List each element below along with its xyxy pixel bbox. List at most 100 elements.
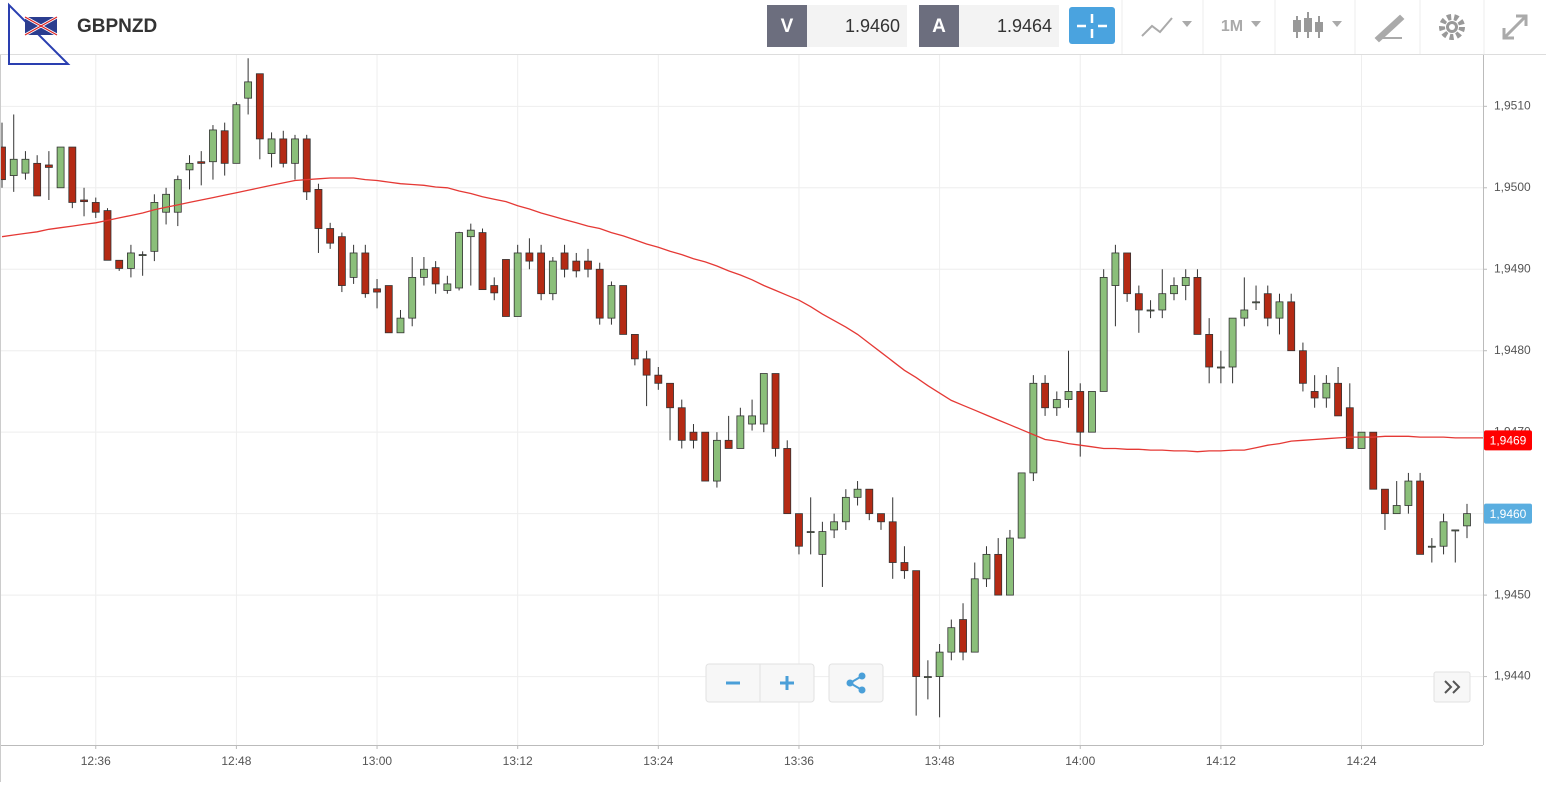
candle-body (185, 162, 194, 171)
candle-body (455, 232, 463, 289)
ask-value: 1.9464 (997, 16, 1052, 36)
candle-body (1052, 399, 1061, 409)
candle-body (713, 439, 721, 482)
candle-body (490, 285, 499, 294)
candle-body (1017, 472, 1026, 539)
candle-body (337, 236, 346, 286)
ask-badge (919, 5, 959, 47)
candle-body (1334, 382, 1342, 417)
candle-body (326, 228, 335, 244)
candle-body (724, 439, 733, 449)
symbol: GBPNZD (77, 16, 157, 37)
draw-icon[interactable] (1374, 14, 1405, 43)
candle-body (1252, 301, 1260, 304)
candle-body (478, 232, 487, 291)
settings-icon[interactable] (1439, 14, 1465, 40)
candle-body (630, 334, 639, 360)
candle-body (900, 562, 909, 572)
candle-body (1287, 301, 1296, 352)
candle-body (349, 252, 358, 278)
candle-body (1416, 480, 1425, 555)
candle-body (314, 189, 323, 229)
candle-body (677, 407, 686, 441)
scroll-end-icon (1444, 680, 1461, 694)
candle-body (197, 161, 206, 164)
chart-type-icon[interactable] (1141, 17, 1173, 37)
candle-body (572, 260, 581, 272)
y-tick-label: 1,9480 (1494, 343, 1531, 357)
y-tick-label: 1,9450 (1494, 587, 1531, 601)
candle-body (1369, 431, 1378, 490)
candle-body (525, 252, 534, 262)
y-tick-label: 1,9510 (1494, 98, 1531, 112)
dropdown-arrow (1182, 21, 1192, 27)
x-tick-label: 12:36 (81, 754, 111, 768)
candle-body (619, 285, 628, 335)
candle-body (783, 448, 792, 515)
candle-body (830, 521, 839, 531)
price-label: 1,9469 (1490, 433, 1527, 447)
candle-body (466, 229, 475, 238)
crosshair-button[interactable] (1069, 7, 1115, 44)
candle-body (9, 158, 18, 176)
candle-body (1146, 309, 1155, 312)
share-button[interactable] (828, 663, 884, 703)
candle-body (1357, 431, 1366, 449)
candle-body (877, 513, 885, 523)
candle-body (255, 73, 264, 140)
candle-body (1158, 293, 1167, 311)
timeframe[interactable]: 1M (1221, 18, 1243, 35)
candle-body (420, 268, 428, 278)
candle-body (0, 146, 6, 181)
candle-body (1240, 309, 1249, 319)
zoom-in[interactable] (780, 676, 794, 690)
fullscreen-icon[interactable] (1502, 14, 1528, 40)
bid-box[interactable] (807, 5, 907, 47)
x-tick-label: 12:48 (221, 754, 251, 768)
candle-body (220, 130, 229, 164)
candle-body (1099, 276, 1108, 392)
candle-body (865, 488, 874, 515)
dropdown-arrow (1332, 21, 1342, 27)
candle-body (818, 531, 827, 555)
candle-body (91, 202, 100, 213)
candle-body (912, 570, 921, 677)
candle-body (982, 553, 991, 580)
candle-body (1404, 480, 1413, 506)
candle-body (736, 415, 745, 449)
candle-body (408, 276, 417, 319)
candle-icon-body (1293, 20, 1301, 32)
candle-body (33, 162, 42, 197)
flag-cross (24, 16, 58, 36)
candle-body (162, 193, 170, 213)
share-icon-dot (858, 672, 866, 680)
candle-body (267, 138, 276, 154)
x-tick-label: 13:36 (784, 754, 814, 768)
candle-body (1205, 334, 1214, 368)
settings-icon-hole (1449, 24, 1455, 30)
candle-body (666, 382, 674, 409)
bid-badge (767, 5, 807, 47)
candle-body (654, 374, 663, 384)
candle-body (1181, 276, 1190, 286)
candle-body (103, 210, 112, 261)
candle-body (701, 431, 710, 482)
candle-body (1170, 285, 1178, 295)
candle-body (1076, 391, 1085, 433)
x-tick-label: 14:12 (1206, 754, 1236, 768)
candle-body (970, 578, 979, 653)
candle-body (232, 104, 241, 164)
candle-body (68, 146, 77, 203)
candle-body (1463, 513, 1471, 527)
candle-body (1193, 276, 1202, 335)
candle-body (127, 252, 135, 269)
candle-body (1439, 521, 1448, 547)
ask-box[interactable] (959, 5, 1059, 47)
candle-body (1029, 382, 1038, 474)
dropdown-arrow (1251, 21, 1261, 27)
candle-body (1111, 252, 1120, 286)
candle-body (759, 373, 768, 425)
price-label-box (1484, 503, 1532, 524)
candle-body (1228, 317, 1237, 368)
